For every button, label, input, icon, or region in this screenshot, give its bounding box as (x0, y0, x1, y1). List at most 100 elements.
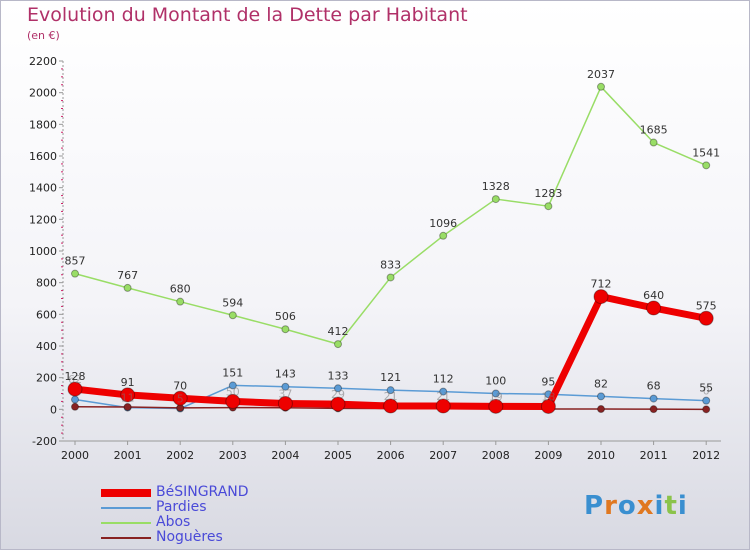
data-label: 112 (433, 373, 454, 386)
legend-item-abos: Abos (101, 514, 321, 530)
legend-swatch-besingrand (101, 489, 151, 497)
legend-label-pardies: Pardies (156, 499, 207, 515)
data-label-faint: 37 (278, 387, 292, 400)
data-point (386, 386, 395, 395)
data-point (649, 138, 658, 147)
data-point (334, 340, 342, 349)
data-point (491, 389, 500, 398)
data-label: 82 (594, 377, 608, 390)
data-point (439, 387, 448, 396)
x-tick-label: 2012 (692, 449, 720, 462)
y-tick-label: 800 (36, 277, 57, 290)
x-tick-label: 2010 (587, 449, 615, 462)
legend-swatch-nogueres (101, 537, 151, 539)
data-point (597, 392, 605, 401)
y-tick-label: 2200 (29, 55, 57, 68)
data-label: 680 (170, 283, 191, 296)
x-tick-label: 2007 (429, 449, 457, 462)
data-label-faint: 21 (384, 390, 398, 403)
data-point (228, 381, 237, 390)
x-tick-label: 2006 (377, 449, 405, 462)
x-tick-label: 2004 (271, 449, 299, 462)
legend-item-nogueres: Noguères (101, 529, 321, 545)
data-point (386, 273, 395, 282)
data-label: 143 (275, 368, 296, 381)
x-tick-label: 2008 (482, 449, 510, 462)
x-tick-label: 2000 (61, 449, 89, 462)
data-label-faint: 0 (703, 385, 710, 398)
legend-item-besingrand: BéSINGRAND (101, 484, 321, 500)
data-point (120, 387, 136, 403)
data-label: 767 (117, 269, 138, 282)
data-point (330, 396, 346, 412)
data-point (698, 310, 714, 326)
logo-letter: r (604, 491, 618, 521)
data-point (646, 300, 662, 316)
data-point (71, 269, 79, 278)
data-label: 506 (275, 310, 296, 323)
data-point (544, 202, 553, 211)
logo-letter: t (664, 491, 678, 521)
data-label: 833 (380, 258, 401, 271)
y-tick-label: 1000 (29, 245, 57, 258)
chart-subtitle: (en €) (27, 29, 60, 42)
legend-swatch-abos (101, 522, 151, 524)
legend-label-abos: Abos (156, 514, 191, 530)
data-point (702, 405, 711, 414)
chart-legend: BéSINGRAND Pardies Abos Noguères (101, 484, 321, 545)
data-point (597, 82, 605, 91)
y-tick-label: 1200 (29, 213, 57, 226)
data-label: 412 (328, 325, 349, 338)
y-tick-label: 600 (36, 308, 57, 321)
logo-letter: P (584, 491, 605, 521)
y-tick-label: 1400 (29, 182, 57, 195)
data-point (491, 195, 500, 204)
data-label: 68 (647, 380, 661, 393)
legend-label-besingrand: BéSINGRAND (156, 484, 249, 500)
data-point (225, 393, 241, 409)
y-tick-label: 1600 (29, 150, 57, 163)
data-label: 1685 (640, 124, 668, 137)
x-tick-label: 2002 (166, 449, 194, 462)
data-point (123, 402, 132, 411)
data-point (702, 161, 711, 170)
data-point (123, 283, 132, 292)
data-label: 594 (222, 296, 243, 309)
data-label: 2037 (587, 68, 615, 81)
data-point (540, 398, 556, 414)
data-label: 857 (65, 255, 86, 268)
series-line (74, 86, 707, 345)
data-label-faint: 29 (331, 388, 345, 401)
data-label: 1541 (692, 146, 720, 159)
legend-item-pardies: Pardies (101, 499, 321, 515)
data-label-faint: 5 (177, 393, 184, 406)
data-point (649, 394, 658, 403)
data-label: 1096 (429, 217, 457, 230)
data-point (176, 297, 185, 306)
logo-letter: i (677, 491, 688, 521)
data-label: 70 (173, 379, 187, 392)
x-tick-label: 2003 (219, 449, 247, 462)
data-point (228, 311, 237, 320)
logo-letter: o (617, 491, 637, 521)
data-point (439, 231, 448, 240)
data-point (281, 382, 290, 391)
data-point (71, 402, 79, 411)
legend-label-nogueres: Noguères (156, 529, 223, 545)
y-tick-label: 400 (36, 340, 57, 353)
data-label-faint: 19 (489, 390, 503, 403)
data-point (383, 398, 399, 414)
y-tick-label: 200 (36, 372, 57, 385)
legend-swatch-pardies (101, 507, 151, 509)
data-label-faint: 21 (436, 390, 450, 403)
data-label-faint: 18 (541, 390, 555, 403)
data-label: 151 (222, 366, 243, 379)
data-point (488, 398, 504, 414)
data-point (277, 395, 293, 411)
data-label-faint: 11 (121, 392, 135, 405)
data-label: 128 (65, 370, 86, 383)
data-point (597, 405, 605, 414)
data-label: 100 (485, 375, 506, 388)
